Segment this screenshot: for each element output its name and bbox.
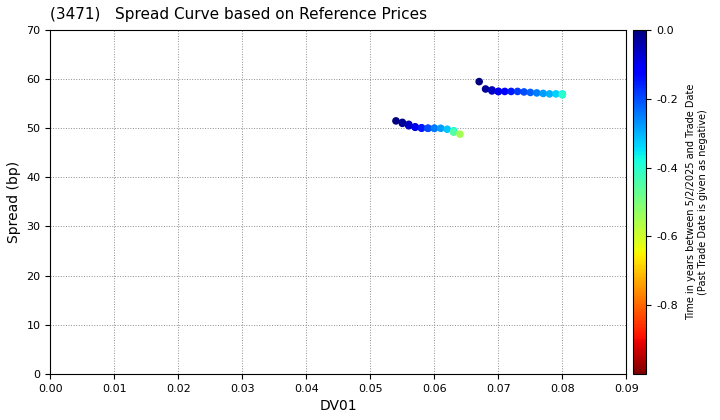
- Point: [557, 92, 568, 98]
- Point: [537, 90, 549, 97]
- Point: [557, 91, 568, 97]
- Point: [403, 121, 415, 128]
- Point: [435, 125, 446, 131]
- X-axis label: DV01: DV01: [320, 399, 357, 413]
- Point: [518, 89, 530, 95]
- Point: [422, 125, 433, 131]
- Point: [397, 120, 408, 127]
- Point: [397, 119, 408, 126]
- Point: [410, 124, 421, 131]
- Point: [492, 88, 504, 95]
- Point: [428, 125, 440, 131]
- Point: [428, 125, 440, 131]
- Point: [492, 88, 504, 95]
- Point: [403, 123, 415, 129]
- Point: [410, 123, 421, 130]
- Point: [422, 125, 433, 131]
- Y-axis label: Spread (bp): Spread (bp): [7, 161, 21, 243]
- Point: [448, 127, 459, 134]
- Point: [486, 88, 498, 94]
- Point: [416, 124, 428, 131]
- Point: [544, 91, 555, 97]
- Point: [454, 131, 466, 137]
- Text: (3471)   Spread Curve based on Reference Prices: (3471) Spread Curve based on Reference P…: [50, 7, 428, 22]
- Point: [499, 88, 510, 95]
- Point: [531, 89, 543, 96]
- Y-axis label: Time in years between 5/2/2025 and Trade Date
(Past Trade Date is given as negat: Time in years between 5/2/2025 and Trade…: [686, 84, 708, 320]
- Point: [441, 126, 453, 133]
- Point: [474, 78, 485, 85]
- Point: [390, 118, 402, 124]
- Point: [505, 88, 517, 95]
- Point: [512, 88, 523, 95]
- Point: [448, 129, 459, 136]
- Point: [416, 125, 428, 131]
- Point: [486, 87, 498, 93]
- Point: [480, 86, 491, 92]
- Point: [550, 91, 562, 97]
- Point: [525, 89, 536, 96]
